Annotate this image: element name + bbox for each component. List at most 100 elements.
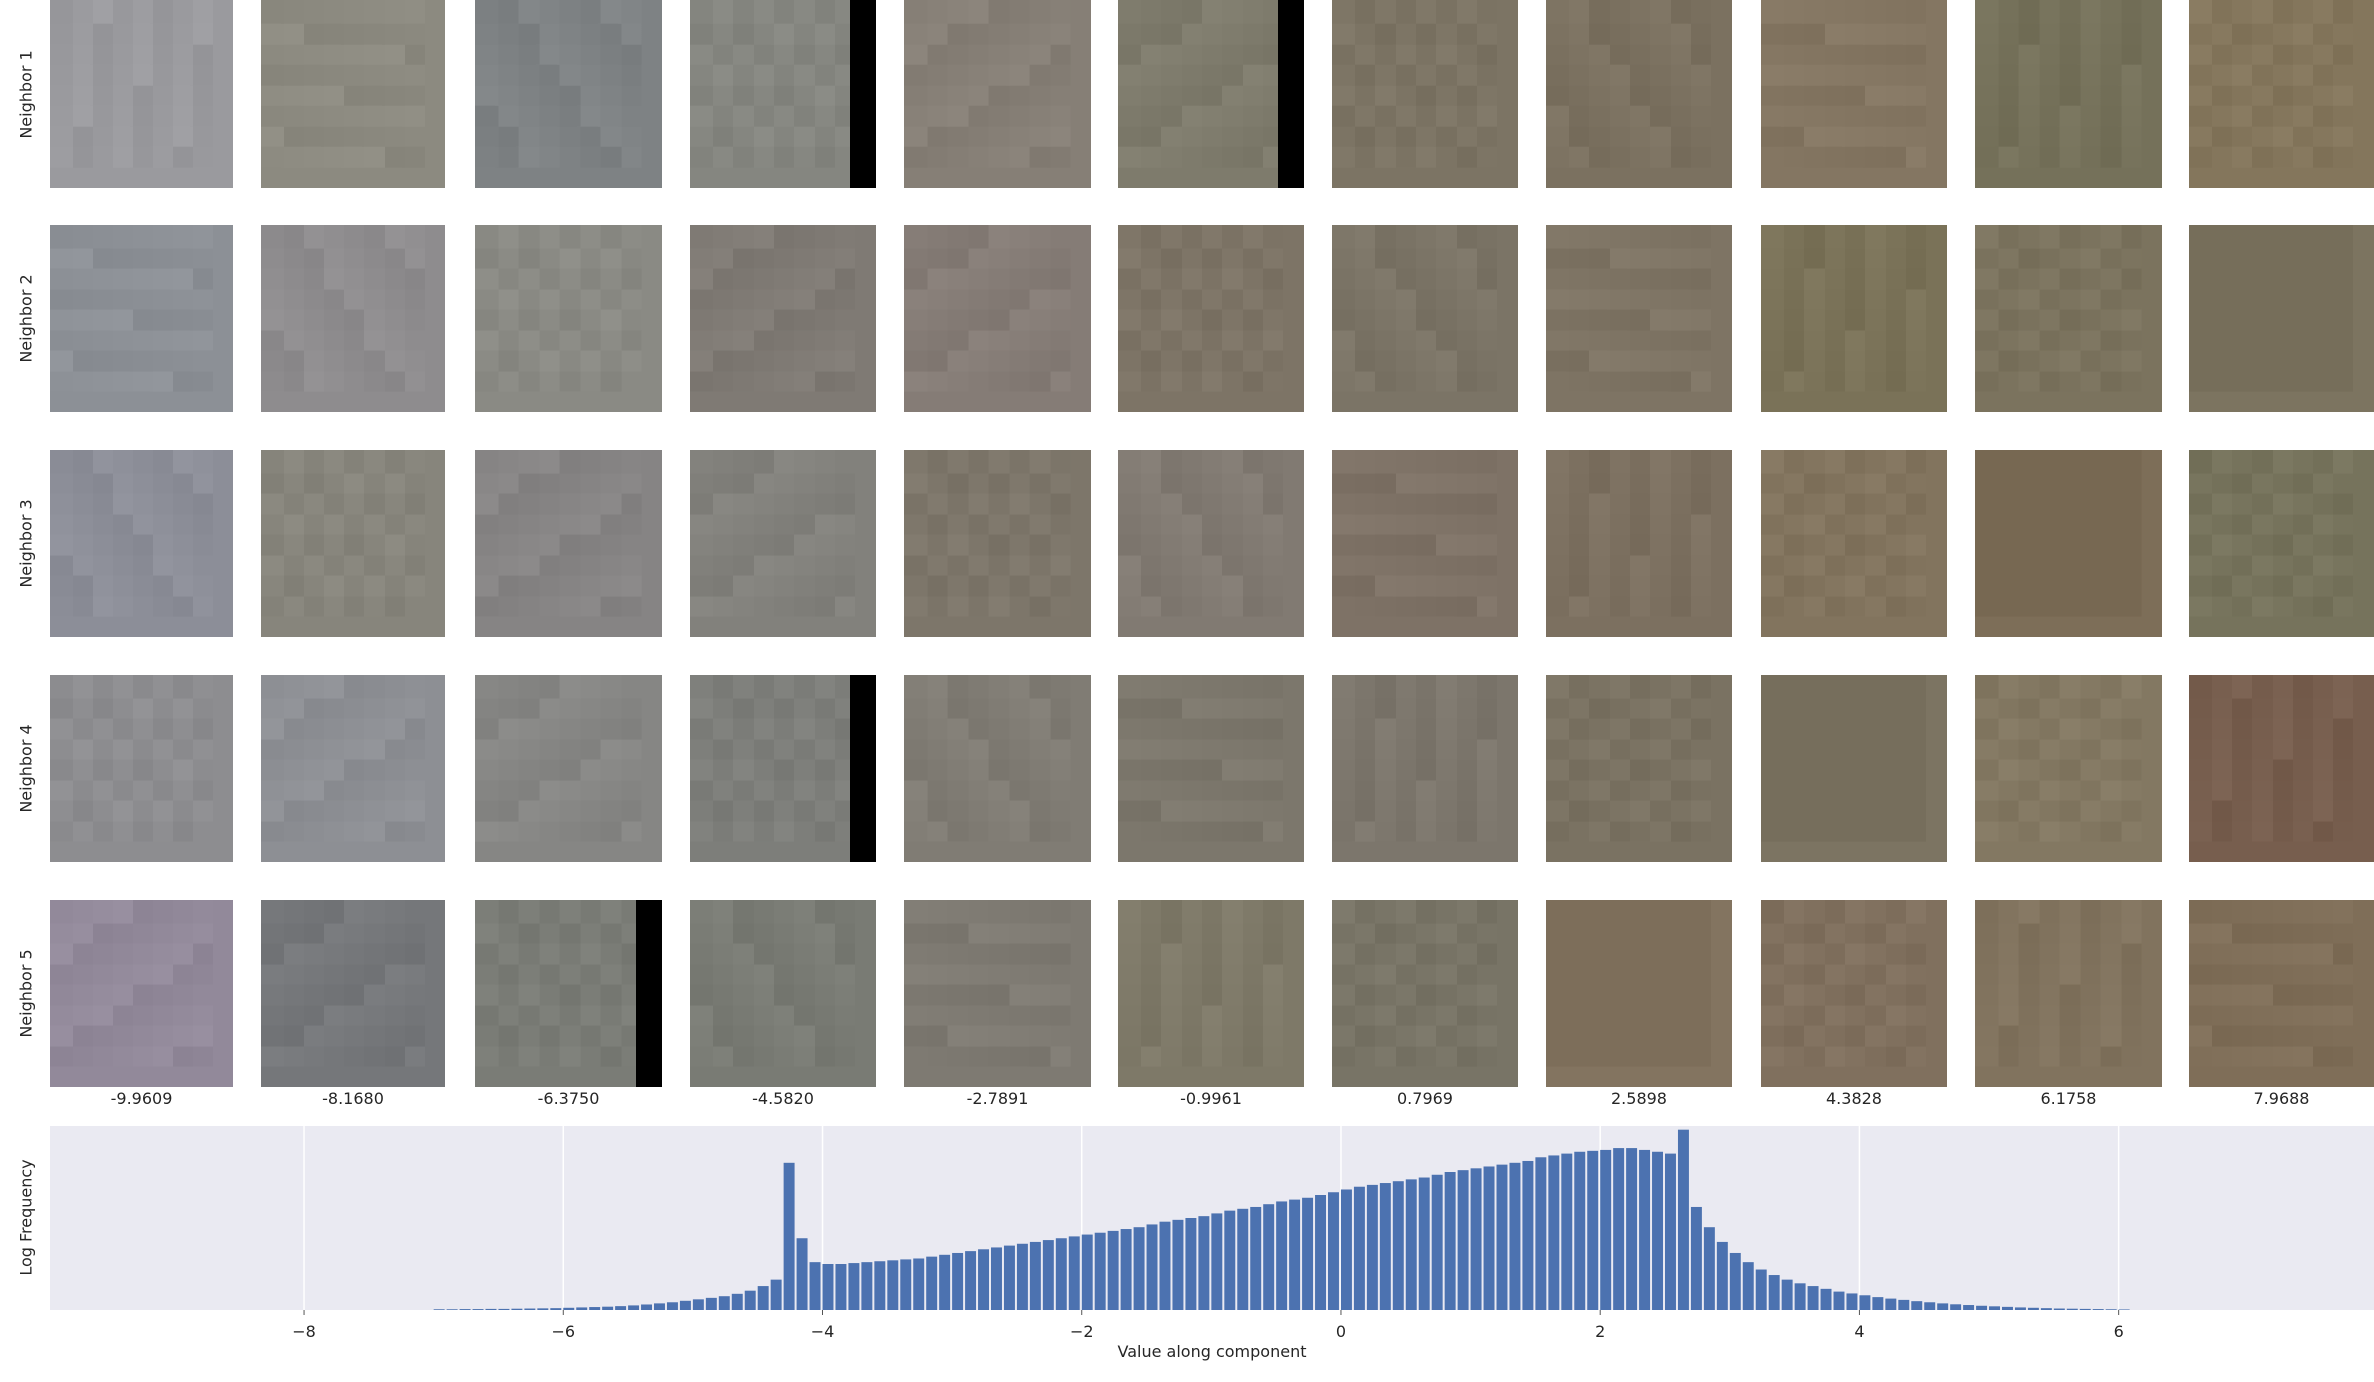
- image-patch: [1761, 225, 1947, 412]
- image-patch: [50, 450, 233, 637]
- histogram-bar: [1781, 1279, 1793, 1310]
- histogram-bar: [1094, 1232, 1106, 1310]
- image-patch: [1118, 225, 1304, 412]
- image-patch: [1975, 225, 2162, 412]
- histogram-bar: [1159, 1221, 1171, 1310]
- histogram-bar: [835, 1264, 847, 1310]
- histogram-bar: [472, 1309, 484, 1310]
- histogram-bar: [796, 1238, 808, 1310]
- histogram-bar: [1366, 1184, 1378, 1310]
- histogram-bar: [2040, 1308, 2052, 1310]
- histogram-bar: [1418, 1177, 1430, 1310]
- histogram-bar: [848, 1263, 860, 1310]
- histogram-bar: [2105, 1309, 2117, 1310]
- histogram-bar: [2066, 1308, 2078, 1310]
- histogram-bar: [459, 1309, 471, 1310]
- histogram-bar: [1833, 1291, 1845, 1310]
- histogram-bar: [1989, 1306, 2001, 1310]
- image-patch: [1761, 675, 1947, 862]
- histogram-bar: [1198, 1216, 1210, 1310]
- histogram-bar: [1444, 1172, 1456, 1310]
- histogram-bar: [1276, 1201, 1288, 1310]
- image-patch: [690, 900, 876, 1087]
- histogram-bar: [718, 1296, 730, 1310]
- image-patch: [904, 0, 1091, 188]
- histogram-bar: [1898, 1299, 1910, 1310]
- histogram-bar: [1911, 1301, 1923, 1310]
- image-patch: [1546, 450, 1732, 637]
- x-axis-title: Value along component: [1117, 1342, 1307, 1361]
- histogram-bar: [1146, 1224, 1158, 1310]
- histogram-bar: [2014, 1307, 2026, 1310]
- histogram-bar: [1600, 1149, 1612, 1310]
- histogram-bar: [1328, 1192, 1339, 1310]
- column-value-label: 6.1758: [2040, 1089, 2097, 1108]
- histogram-bar: [1522, 1160, 1534, 1310]
- histogram-bar: [2079, 1308, 2091, 1310]
- image-patch: [1332, 225, 1518, 412]
- image-patch: [1332, 675, 1518, 862]
- x-tick-label: 4: [1854, 1322, 1864, 1341]
- histogram-bar: [1029, 1241, 1041, 1310]
- histogram-bar: [705, 1297, 717, 1310]
- column-value-label: -4.5820: [752, 1089, 814, 1108]
- histogram-bar: [679, 1300, 691, 1310]
- image-patch: [904, 225, 1091, 412]
- histogram-bar: [446, 1309, 458, 1310]
- image-patch: [690, 675, 876, 862]
- histogram-bar: [615, 1306, 627, 1310]
- histogram-bar: [1120, 1229, 1132, 1310]
- image-patch: [261, 450, 445, 637]
- histogram-bar: [1937, 1303, 1949, 1310]
- histogram-bar: [1729, 1252, 1741, 1310]
- histogram-bar: [485, 1308, 497, 1310]
- image-patch: [690, 0, 876, 188]
- histogram-bar: [1055, 1238, 1067, 1310]
- column-value-label: -8.1680: [322, 1089, 384, 1108]
- histogram-bar: [1250, 1206, 1262, 1310]
- histogram-bar: [1587, 1150, 1599, 1310]
- image-patch: [1761, 450, 1947, 637]
- histogram-bar: [1405, 1179, 1417, 1310]
- x-tick-label: −2: [1070, 1322, 1094, 1341]
- histogram-bar: [1690, 1206, 1702, 1310]
- histogram-bar: [1289, 1199, 1301, 1310]
- image-patch: [1118, 900, 1304, 1087]
- x-tick-label: 0: [1336, 1322, 1346, 1341]
- image-patch: [1975, 0, 2162, 188]
- column-value-label: -6.3750: [537, 1089, 600, 1108]
- histogram-bar: [1224, 1210, 1236, 1310]
- histogram-bar: [1820, 1288, 1832, 1310]
- histogram-bar: [1716, 1241, 1728, 1310]
- image-patch: [2189, 675, 2374, 862]
- histogram-bar: [939, 1254, 951, 1310]
- histogram-bar: [537, 1308, 549, 1310]
- image-patch: [50, 0, 233, 188]
- image-patch: [1761, 900, 1947, 1087]
- padding-bar: [1278, 0, 1304, 188]
- image-patch: [2189, 900, 2374, 1087]
- histogram-bar: [770, 1279, 782, 1310]
- histogram-bar: [2002, 1306, 2013, 1310]
- x-tick-label: −4: [811, 1322, 835, 1341]
- histogram-bar: [654, 1303, 665, 1310]
- histogram-bar: [1677, 1129, 1689, 1310]
- image-patch: [1332, 450, 1518, 637]
- histogram-bar: [1470, 1168, 1482, 1310]
- histogram-bar: [1846, 1293, 1858, 1310]
- image-patch: [904, 900, 1091, 1087]
- column-value-label: -9.9609: [110, 1089, 173, 1108]
- histogram-bar: [1457, 1170, 1469, 1310]
- image-patch: [261, 900, 445, 1087]
- histogram-bar: [1107, 1230, 1119, 1310]
- image-patch: [261, 225, 445, 412]
- histogram-bar: [641, 1304, 653, 1310]
- histogram-bar: [1068, 1236, 1080, 1310]
- image-patch: [1118, 450, 1304, 637]
- histogram-bar: [1263, 1204, 1275, 1310]
- histogram-bar: [1237, 1208, 1249, 1310]
- image-patch: [50, 900, 233, 1087]
- histogram-bar: [666, 1302, 678, 1310]
- x-tick-label: −6: [551, 1322, 575, 1341]
